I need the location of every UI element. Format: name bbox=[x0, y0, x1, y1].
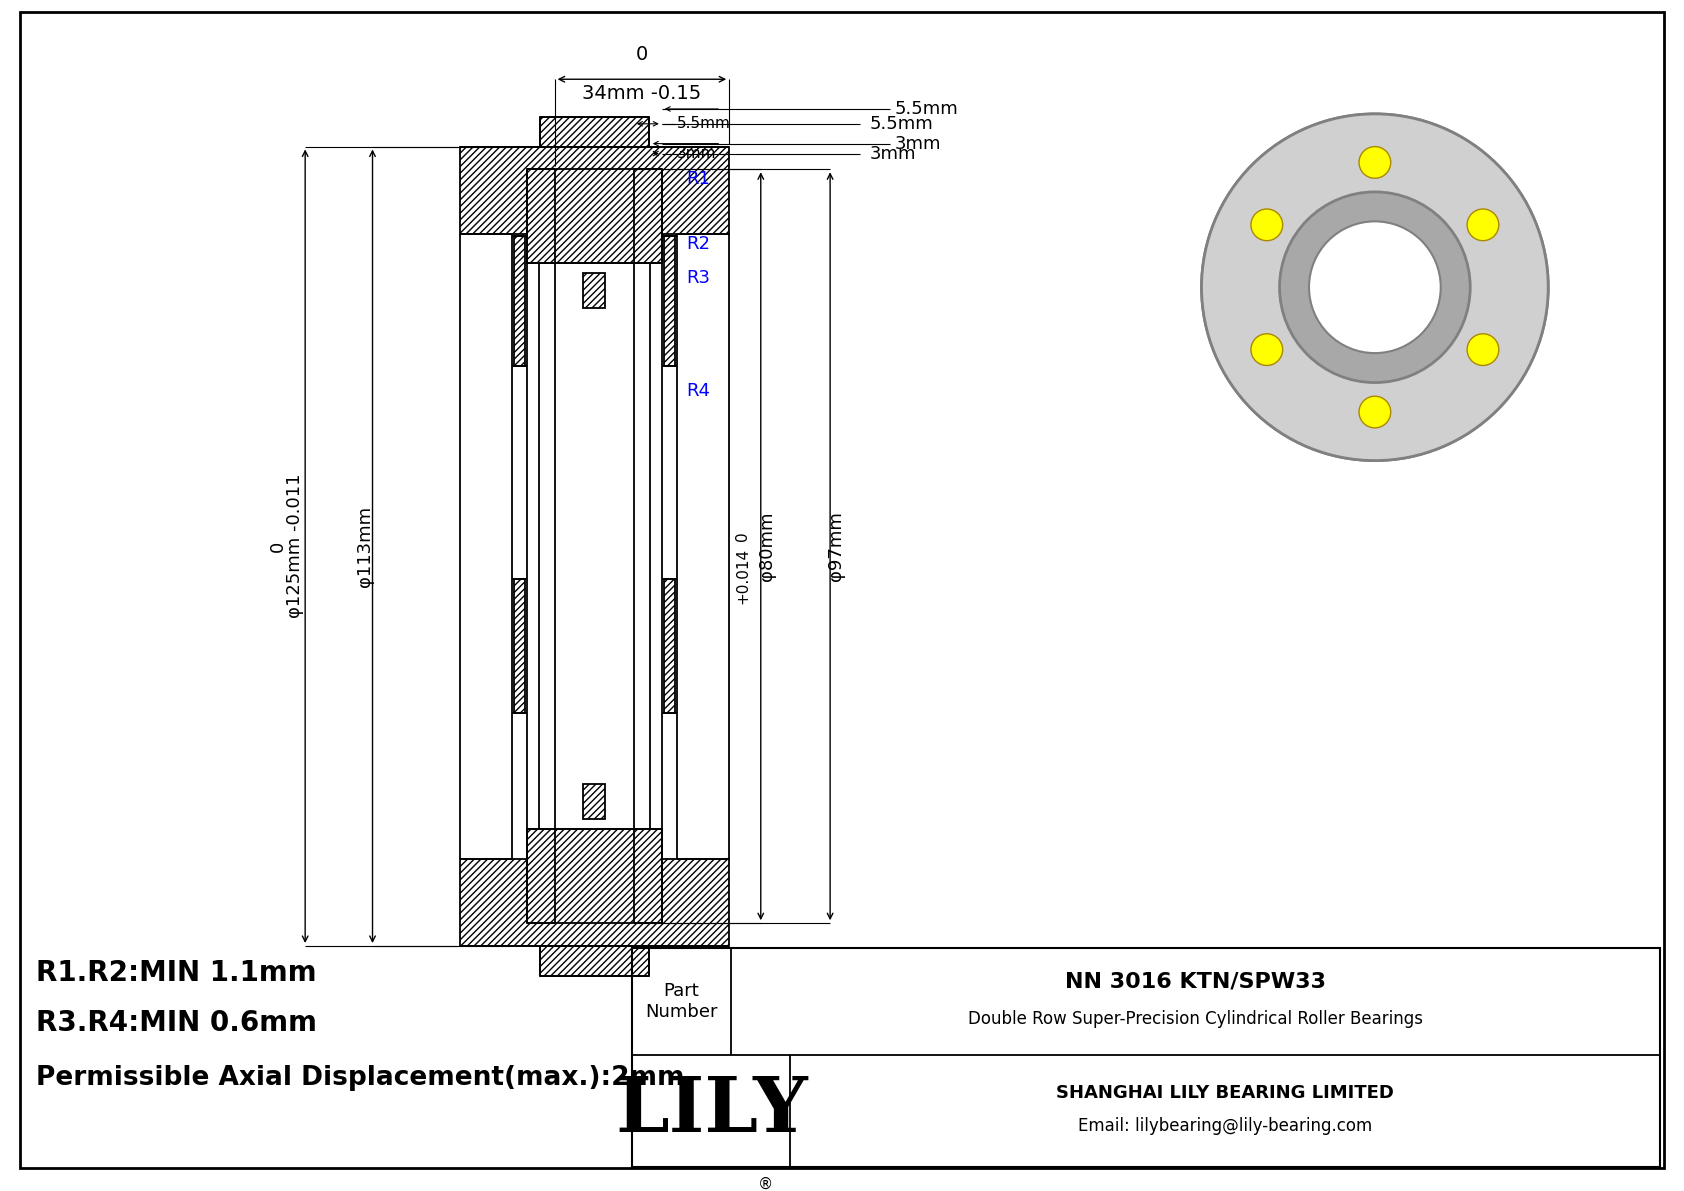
Bar bbox=[514, 580, 525, 713]
Text: Double Row Super-Precision Cylindrical Roller Bearings: Double Row Super-Precision Cylindrical R… bbox=[968, 1010, 1423, 1028]
Text: 5.5mm: 5.5mm bbox=[869, 114, 933, 133]
Bar bbox=[583, 785, 605, 819]
Circle shape bbox=[1359, 397, 1391, 428]
Bar bbox=[663, 580, 675, 713]
Circle shape bbox=[1308, 222, 1442, 353]
Text: R4: R4 bbox=[687, 382, 711, 400]
Circle shape bbox=[1467, 333, 1499, 366]
Bar bbox=[663, 236, 675, 367]
Circle shape bbox=[1251, 208, 1283, 241]
Text: +0.014: +0.014 bbox=[736, 548, 751, 604]
Text: φ97mm: φ97mm bbox=[827, 511, 845, 581]
Text: 3mm: 3mm bbox=[894, 135, 941, 152]
Bar bbox=[527, 829, 662, 923]
Text: R3: R3 bbox=[687, 269, 711, 287]
Text: SHANGHAI LILY BEARING LIMITED: SHANGHAI LILY BEARING LIMITED bbox=[1056, 1084, 1394, 1102]
Text: Email: lilybearing@lily-bearing.com: Email: lilybearing@lily-bearing.com bbox=[1078, 1117, 1372, 1135]
Circle shape bbox=[1202, 114, 1548, 461]
Text: R1: R1 bbox=[687, 170, 711, 188]
Text: 0: 0 bbox=[268, 541, 286, 551]
Bar bbox=[541, 117, 648, 146]
Bar bbox=[460, 859, 729, 946]
Bar bbox=[541, 946, 648, 975]
Circle shape bbox=[1467, 208, 1499, 241]
Text: R1.R2:MIN 1.1mm: R1.R2:MIN 1.1mm bbox=[35, 959, 317, 986]
Text: Part
Number: Part Number bbox=[645, 981, 717, 1021]
Text: 34mm -0.15: 34mm -0.15 bbox=[583, 85, 702, 104]
Text: LILY: LILY bbox=[615, 1074, 808, 1148]
Text: 0: 0 bbox=[637, 45, 648, 64]
Text: Permissible Axial Displacement(max.):2mm: Permissible Axial Displacement(max.):2mm bbox=[35, 1065, 684, 1091]
Text: φ80mm: φ80mm bbox=[758, 511, 776, 581]
Bar bbox=[527, 169, 662, 263]
Bar bbox=[632, 948, 1660, 1167]
Bar bbox=[514, 236, 525, 367]
Text: φ113mm: φ113mm bbox=[355, 506, 374, 587]
Text: 3mm: 3mm bbox=[869, 144, 916, 162]
Circle shape bbox=[1280, 192, 1470, 382]
Circle shape bbox=[1359, 146, 1391, 179]
Text: 0: 0 bbox=[736, 531, 751, 541]
Bar bbox=[583, 274, 605, 308]
Text: 3mm: 3mm bbox=[677, 146, 716, 161]
Text: R2: R2 bbox=[687, 235, 711, 252]
Text: 5.5mm: 5.5mm bbox=[677, 117, 731, 131]
Text: ®: ® bbox=[758, 1177, 773, 1191]
Bar bbox=[460, 146, 729, 233]
Text: R3.R4:MIN 0.6mm: R3.R4:MIN 0.6mm bbox=[35, 1009, 317, 1037]
Circle shape bbox=[1251, 333, 1283, 366]
Text: φ125mm -0.011: φ125mm -0.011 bbox=[286, 474, 305, 618]
Text: 5.5mm: 5.5mm bbox=[894, 100, 958, 118]
Text: NN 3016 KTN/SPW33: NN 3016 KTN/SPW33 bbox=[1064, 972, 1325, 992]
